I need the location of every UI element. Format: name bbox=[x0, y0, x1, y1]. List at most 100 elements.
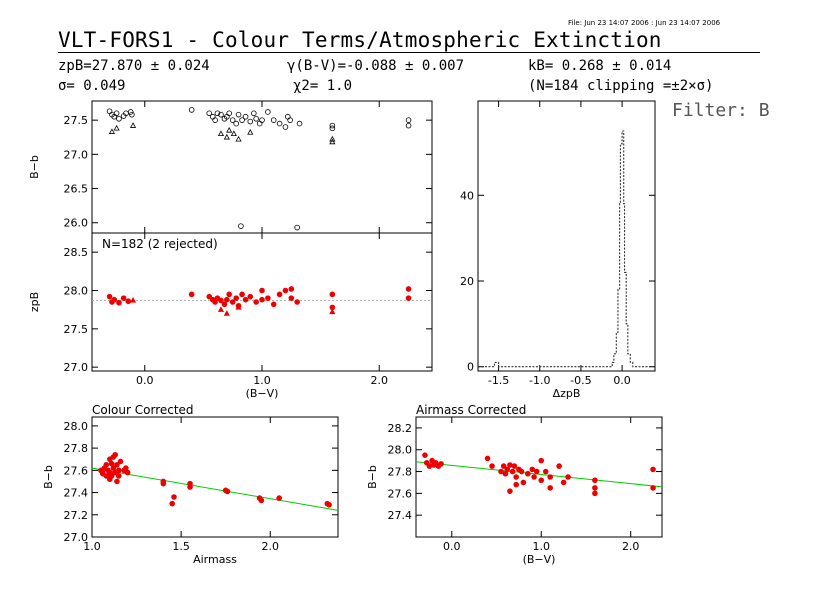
raw-point bbox=[214, 110, 221, 117]
zp-point bbox=[206, 293, 213, 300]
airmass_corrected-frame bbox=[415, 416, 663, 538]
colour_corrected-point bbox=[224, 488, 231, 495]
zp-point bbox=[405, 286, 412, 292]
airmass_corrected-point bbox=[507, 488, 513, 494]
colour_corrected-point bbox=[169, 500, 176, 507]
airmass_corrected-point bbox=[525, 470, 531, 477]
airmass_corrected-ylabel: B−b bbox=[366, 465, 379, 489]
raw-point bbox=[287, 117, 293, 123]
zp-point bbox=[212, 299, 218, 305]
colour_corrected-ytick-label: 27.6 bbox=[64, 464, 89, 477]
airmass_corrected-xlabel: (B−V) bbox=[523, 553, 556, 566]
airmass_corrected-point bbox=[422, 452, 428, 458]
airmass_corrected-xtick-label: 2.0 bbox=[622, 540, 640, 553]
zp-point bbox=[247, 293, 254, 300]
zp-xtick-label: 0.0 bbox=[136, 374, 154, 387]
zp-point bbox=[259, 296, 265, 303]
colour_corrected-ytick-label: 27.2 bbox=[64, 509, 89, 522]
raw-point bbox=[329, 135, 336, 142]
airmass_corrected-point bbox=[560, 479, 567, 486]
airmass_corrected-point bbox=[592, 485, 598, 491]
colour_corrected-point bbox=[171, 494, 177, 500]
zp-point bbox=[265, 295, 271, 301]
airmass_corrected-point bbox=[513, 481, 519, 488]
stat-clipping: (N=184 clipping =±2×σ) bbox=[528, 78, 714, 94]
raw-point bbox=[212, 117, 218, 123]
raw-point bbox=[276, 120, 283, 127]
stat-gamma: γ(B-V)=-0.088 ± 0.007 bbox=[287, 58, 465, 74]
colour_corrected-point bbox=[160, 478, 167, 485]
raw-point bbox=[282, 124, 289, 130]
zp-point bbox=[224, 296, 230, 303]
raw-point bbox=[127, 109, 134, 115]
airmass_corrected-point bbox=[484, 455, 491, 462]
raw-point bbox=[253, 115, 259, 122]
colour_corrected-title: Colour Corrected bbox=[92, 403, 194, 417]
zp-point bbox=[282, 287, 289, 294]
colour_corrected-point bbox=[115, 473, 122, 479]
zp-point bbox=[329, 308, 336, 315]
zp-point bbox=[239, 291, 245, 298]
zp-point bbox=[229, 299, 236, 305]
airmass_corrected-point bbox=[531, 474, 537, 480]
airmass_corrected-point bbox=[426, 463, 433, 469]
hist-ytick-label: 20 bbox=[460, 275, 474, 288]
airmass_corrected-point bbox=[533, 468, 540, 475]
raw-point bbox=[270, 117, 277, 123]
raw-point bbox=[329, 138, 336, 145]
hist-histogram-line bbox=[478, 130, 655, 368]
airmass_corrected-point bbox=[592, 490, 598, 497]
page-title: VLT-FORS1 - Colour Terms/Atmospheric Ext… bbox=[58, 28, 662, 52]
airmass_corrected-point bbox=[592, 477, 598, 484]
airmass_corrected-point bbox=[547, 485, 553, 491]
colour_corrected-point bbox=[117, 458, 124, 465]
zp-ylabel: zpB bbox=[28, 292, 41, 312]
raw-point bbox=[129, 122, 137, 128]
raw-point bbox=[256, 120, 263, 127]
zp-point bbox=[217, 306, 225, 312]
colour_corrected-point bbox=[99, 470, 106, 477]
raw-point bbox=[209, 113, 216, 120]
zp-point bbox=[218, 297, 224, 304]
airmass_corrected-point bbox=[520, 479, 527, 486]
hist-xlabel: ΔzpB bbox=[553, 387, 581, 400]
colour_corrected-xtick-label: 1.0 bbox=[83, 540, 101, 553]
airmass_corrected-point bbox=[511, 463, 518, 469]
airmass_corrected-point bbox=[438, 461, 444, 467]
colour_corrected-point bbox=[123, 465, 129, 471]
hist-xtick-label: 0.0 bbox=[613, 374, 631, 387]
raw-point bbox=[284, 113, 291, 120]
raw-point bbox=[247, 118, 254, 125]
raw-point bbox=[405, 122, 412, 129]
airmass_corrected-point bbox=[500, 463, 507, 469]
hist-frame bbox=[477, 100, 656, 372]
colour_corrected-ytick-label: 27.0 bbox=[64, 531, 89, 544]
raw-point bbox=[247, 129, 254, 135]
zp-annotation: N=182 (2 rejected) bbox=[102, 237, 218, 251]
raw-ytick-label: 26.5 bbox=[64, 183, 89, 196]
zp-point bbox=[329, 291, 336, 298]
colour_corrected-xtick-label: 1.5 bbox=[172, 540, 190, 553]
airmass_corrected-ytick-label: 28.2 bbox=[388, 422, 413, 435]
zp-point bbox=[405, 295, 412, 301]
zp-point bbox=[242, 296, 249, 303]
colour_corrected-ytick-label: 27.4 bbox=[64, 487, 89, 500]
zp-point bbox=[294, 299, 300, 305]
airmass_corrected-point bbox=[504, 466, 511, 473]
stat-chi2: χ2= 1.0 bbox=[293, 78, 353, 94]
title-underline bbox=[58, 52, 760, 53]
zp-point bbox=[221, 301, 228, 308]
raw-point bbox=[329, 125, 336, 132]
raw-point bbox=[242, 113, 249, 120]
airmass_corrected-fit-line bbox=[415, 461, 663, 488]
colour_corrected-ytick-label: 28.0 bbox=[64, 420, 89, 433]
raw-point bbox=[250, 110, 257, 117]
raw-frame bbox=[91, 100, 433, 234]
colour_corrected-point bbox=[114, 461, 120, 468]
zp-point bbox=[276, 291, 283, 298]
airmass_corrected-point bbox=[518, 468, 525, 475]
stat-k: kB= 0.268 ± 0.014 bbox=[528, 58, 672, 74]
hist-xtick-label: -1.5 bbox=[488, 374, 509, 387]
airmass_corrected-point bbox=[542, 468, 549, 475]
raw-point bbox=[265, 109, 271, 115]
